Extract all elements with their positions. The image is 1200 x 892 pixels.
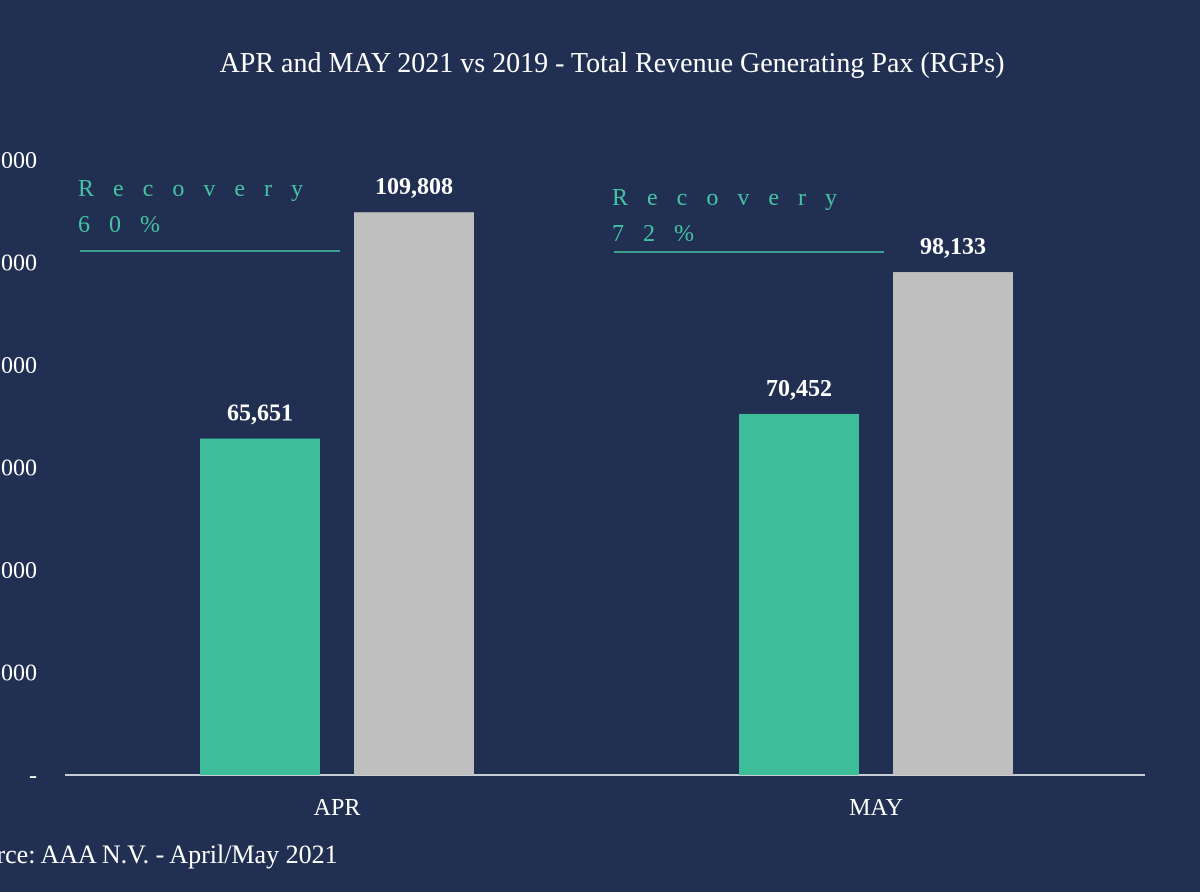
y-tick-label: 60,000 — [0, 456, 37, 482]
bar — [200, 438, 320, 775]
bar — [354, 212, 474, 775]
y-tick-label: 40,000 — [0, 558, 37, 584]
annotation-text: Recovery — [612, 185, 856, 211]
y-tick-label: 20,000 — [0, 661, 37, 687]
y-tick-label: - — [29, 763, 37, 789]
y-tick-label: 120,000 — [0, 148, 37, 174]
annotation-text: Recovery — [78, 176, 322, 202]
y-tick-label: 100,000 — [0, 251, 37, 277]
annotation-text: 72% — [612, 221, 713, 247]
y-tick-label: 80,000 — [0, 353, 37, 379]
data-label: 65,651 — [227, 401, 293, 427]
x-tick-label: MAY — [849, 795, 903, 821]
bar — [893, 272, 1013, 775]
chart-title: APR and MAY 2021 vs 2019 - Total Revenue… — [220, 48, 1005, 79]
x-tick-label: APR — [314, 795, 361, 821]
data-label: 98,133 — [920, 234, 986, 260]
data-label: 109,808 — [375, 174, 453, 200]
data-label: 70,452 — [766, 376, 832, 402]
bar — [739, 413, 859, 775]
annotation-text: 60% — [78, 212, 179, 238]
source-note: Source: AAA N.V. - April/May 2021 — [0, 840, 338, 869]
